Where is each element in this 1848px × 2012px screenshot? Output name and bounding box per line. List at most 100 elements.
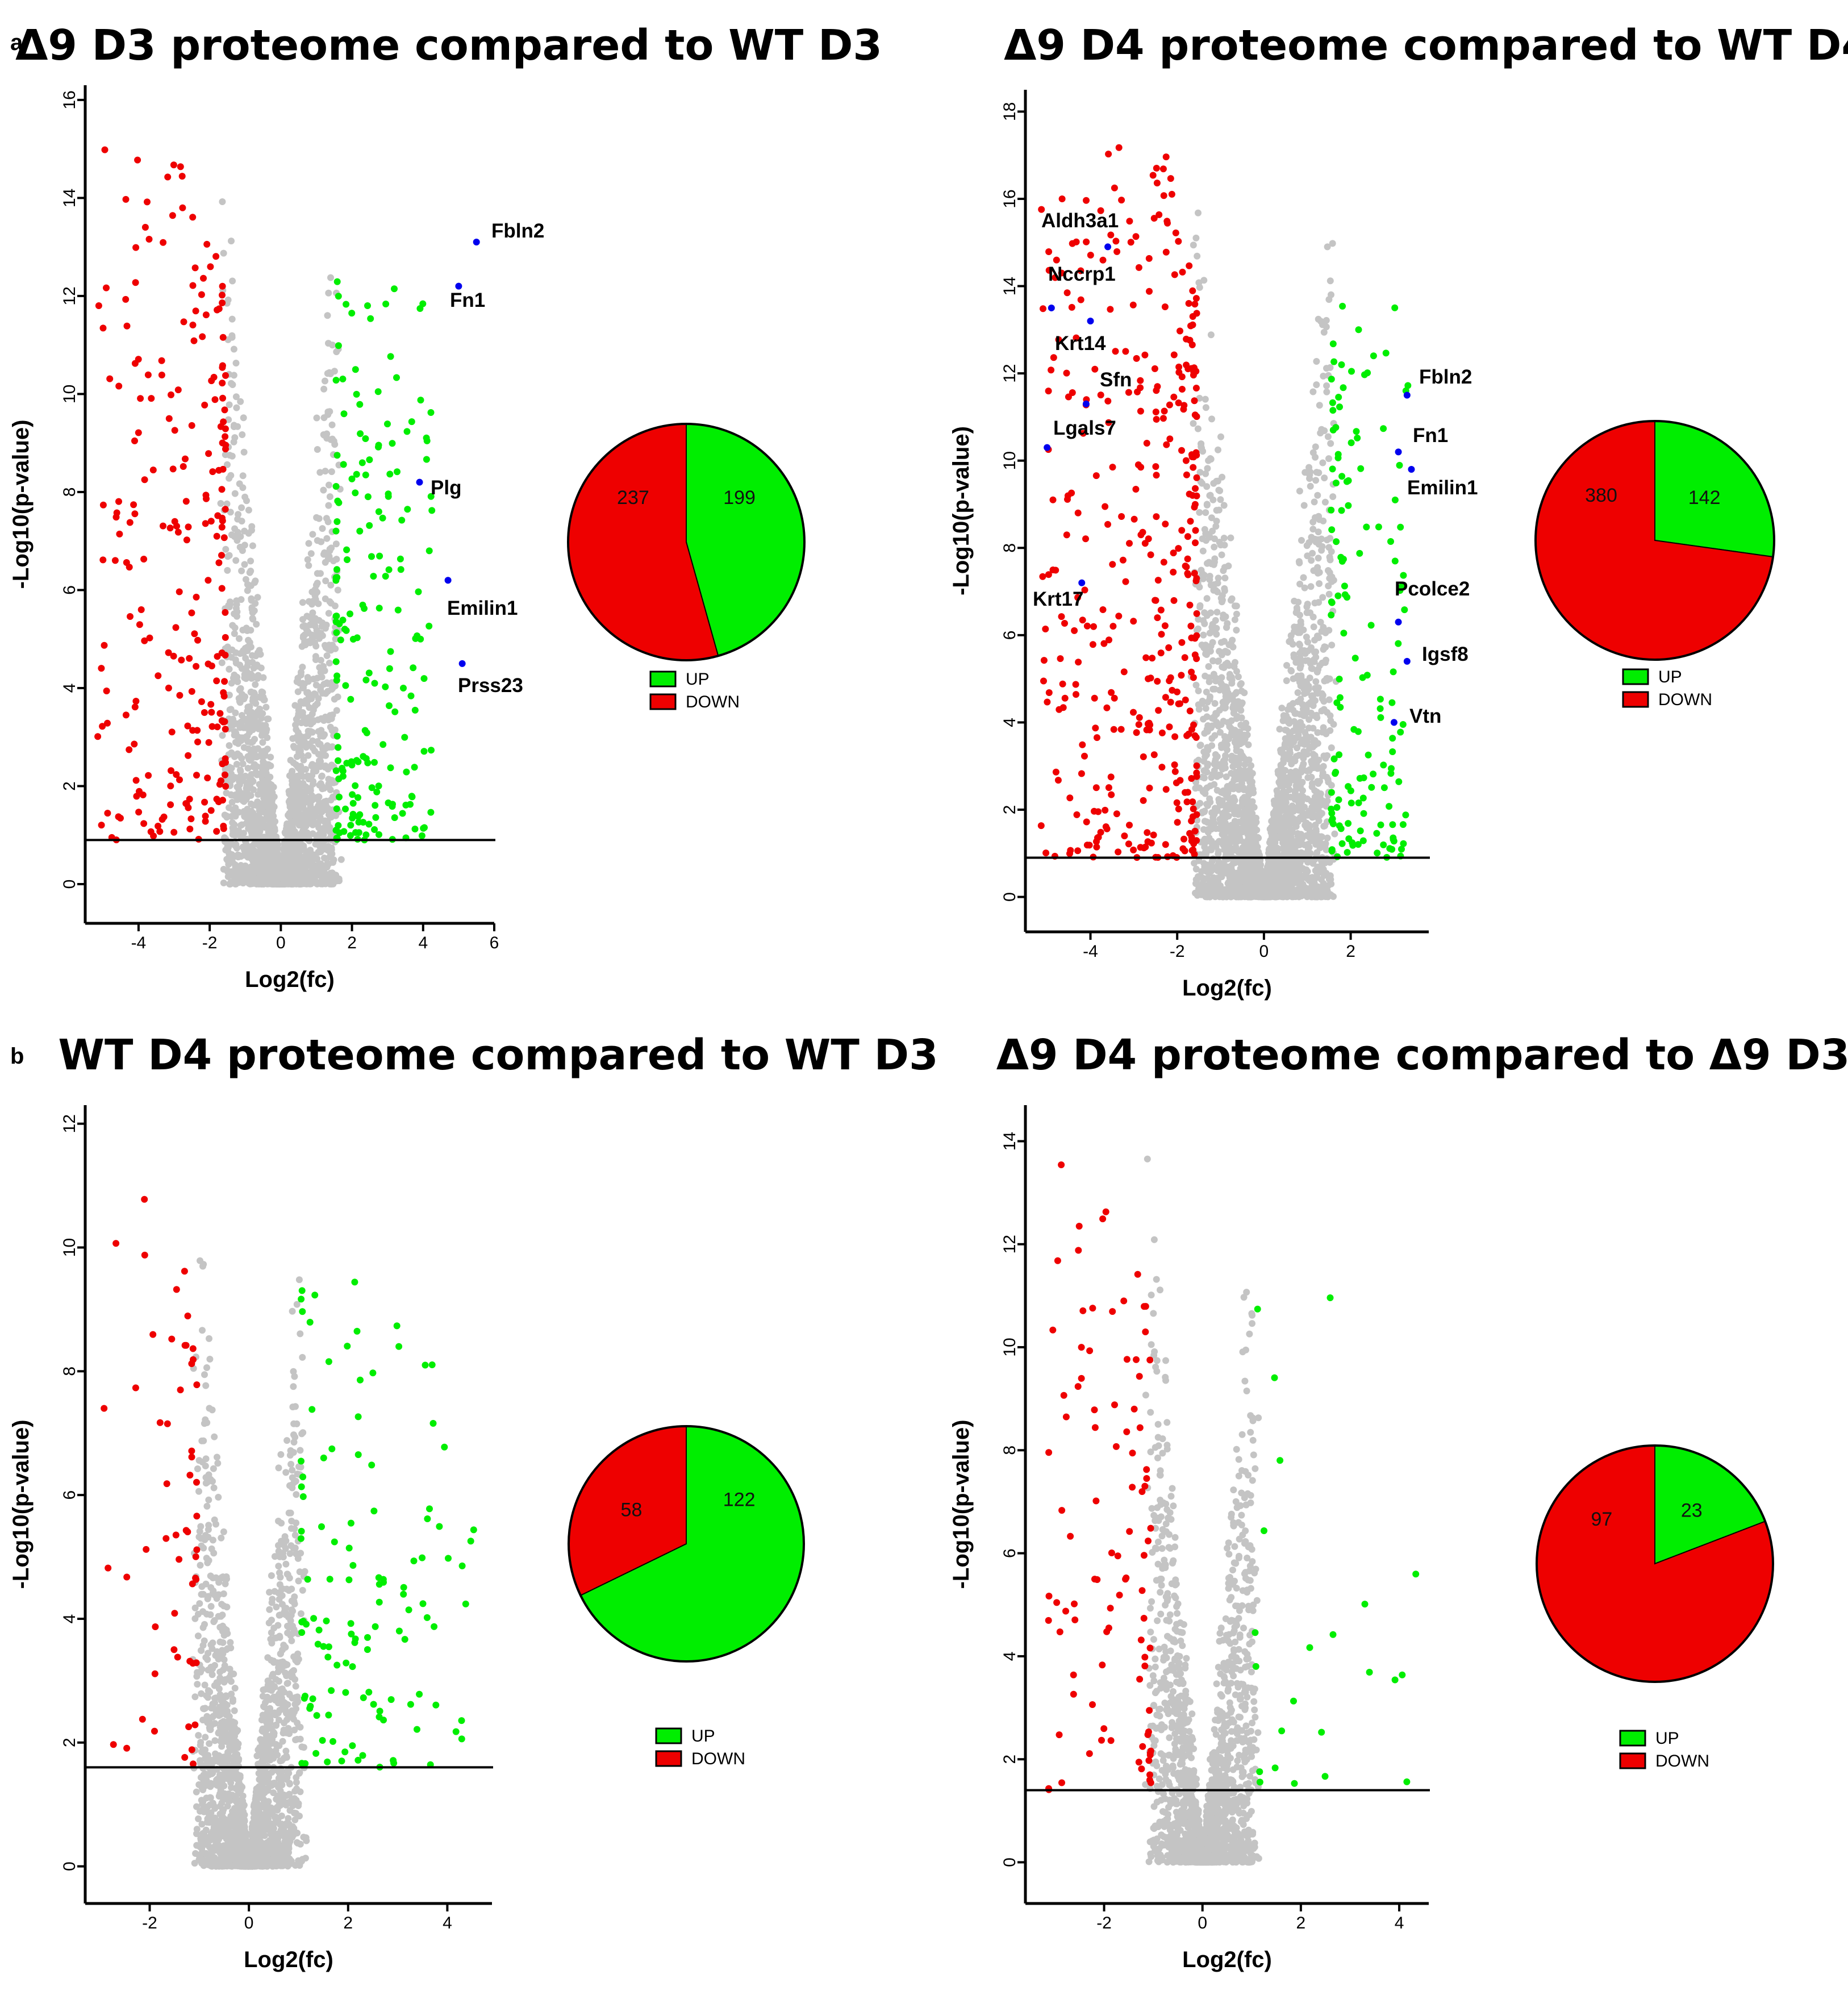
point-up [352, 366, 359, 373]
point-ns [265, 809, 272, 816]
point-down [215, 559, 223, 566]
point-up [403, 768, 410, 776]
point-ns [292, 721, 299, 728]
point-ns [312, 840, 319, 848]
legend-swatch-up [649, 670, 677, 688]
panel-label-a: a [10, 30, 23, 55]
point-ns [322, 624, 329, 632]
point-ns [228, 452, 236, 460]
point-ns [258, 688, 265, 695]
point-ns [231, 490, 239, 497]
point-ns [249, 673, 257, 681]
point-up [385, 566, 393, 573]
point-ns [254, 649, 261, 656]
point-ns [309, 874, 316, 881]
highlight-point [444, 577, 452, 584]
point-up [411, 826, 419, 832]
point-down [219, 291, 226, 299]
point-ns [224, 566, 231, 574]
point-ns [324, 411, 332, 418]
point-down [186, 826, 194, 832]
point-ns [301, 631, 308, 639]
point-down [156, 828, 164, 835]
point-ns [1300, 574, 1307, 581]
point-up [353, 390, 360, 398]
point-ns [228, 238, 235, 245]
point-ns [295, 706, 302, 714]
point-ns [1306, 475, 1313, 482]
point-ns [319, 525, 326, 532]
point-down [222, 771, 228, 778]
point-up [398, 516, 406, 524]
legend-swatch-down [649, 693, 677, 710]
point-up [332, 658, 340, 665]
point-ns [1199, 547, 1207, 555]
point-ns [291, 777, 299, 785]
gene-label-prss23: Prss23 [458, 674, 523, 697]
point-down [160, 522, 166, 530]
point-ns [320, 824, 327, 832]
point-down [186, 795, 193, 803]
point-ns [295, 738, 302, 745]
point-down [101, 641, 108, 649]
point-up [356, 811, 364, 818]
point-ns [1325, 590, 1333, 598]
point-down [202, 311, 210, 319]
point-ns [1296, 559, 1303, 566]
point-ns [241, 772, 249, 780]
point-ns [261, 801, 268, 809]
point-down [99, 324, 107, 332]
point-ns [286, 790, 293, 798]
point-ns [323, 652, 331, 659]
point-ns [311, 819, 318, 827]
point-ns [317, 657, 324, 664]
point-down [176, 692, 183, 699]
point-down [189, 282, 197, 289]
point-up [387, 648, 394, 655]
point-ns [322, 577, 329, 585]
point-ns [223, 856, 231, 863]
point-down [160, 813, 168, 820]
point-ns [249, 609, 256, 616]
point-down [188, 422, 195, 429]
point-down [158, 372, 165, 378]
point-ns [219, 732, 226, 739]
point-ns [243, 497, 250, 505]
point-down [137, 395, 144, 402]
x-axis-label: Log2(fc) [245, 967, 335, 992]
point-ns [317, 780, 324, 787]
point-ns [232, 709, 239, 717]
point-down [185, 523, 192, 531]
point-ns [1309, 724, 1317, 732]
point-ns [322, 595, 329, 602]
point-ns [228, 531, 235, 539]
point-down [219, 380, 226, 387]
point-ns [233, 404, 240, 411]
point-down [106, 375, 114, 382]
point-ns [241, 847, 248, 854]
point-down [99, 501, 107, 509]
point-down [218, 585, 226, 592]
point-ns [239, 472, 247, 480]
point-ns [240, 414, 247, 422]
point-down [141, 476, 148, 484]
point-ns [249, 615, 256, 622]
point-up [394, 606, 402, 614]
pie-label-down: 237 [617, 487, 649, 509]
point-down [218, 552, 225, 559]
volcano-plot-d9d4-vs-wtd4: Δ9 D4 proteome compared to WT D4Aldh3a1N… [949, 21, 1848, 1001]
point-up [336, 793, 343, 801]
point-ns [317, 732, 324, 740]
point-ns [327, 436, 335, 443]
point-down [98, 665, 105, 672]
point-up [408, 418, 415, 426]
point-ns [320, 855, 328, 861]
point-ns [322, 559, 329, 566]
point-ns [228, 764, 235, 772]
point-down [170, 828, 178, 836]
point-up [374, 388, 382, 395]
point-ns [1309, 388, 1317, 395]
point-ns [252, 681, 259, 688]
point-down [158, 357, 165, 364]
point-down [191, 630, 198, 638]
